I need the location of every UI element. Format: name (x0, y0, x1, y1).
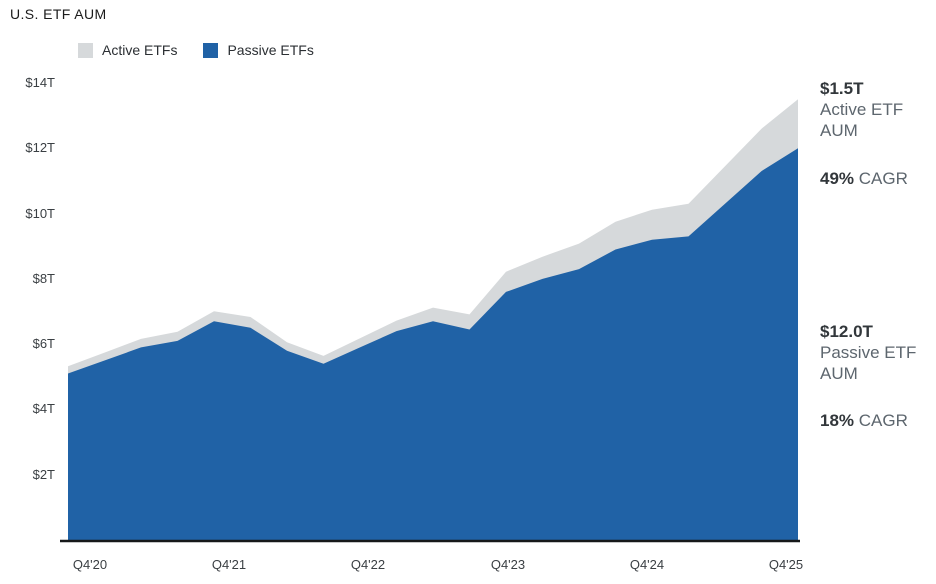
passive-aum-label-line1: Passive ETF (820, 343, 917, 362)
chart-legend: Active ETFs Passive ETFs (78, 41, 330, 59)
active-cagr-value: 49% (820, 169, 855, 188)
passive-aum-value: $12.0T (820, 322, 873, 341)
active-aum-label-line1: Active ETF (820, 100, 904, 119)
x-axis-label: Q4'22 (350, 557, 386, 572)
active-aum-label-line2: AUM (820, 121, 858, 140)
active-etfs-swatch-icon (78, 42, 93, 58)
passive-area-polygon (68, 148, 798, 541)
y-axis-label: $10T (25, 206, 55, 221)
x-axis-label: Q4'21 (211, 557, 247, 572)
active-cagr: 49% CAGR (820, 168, 926, 189)
x-axis-label: Q4'25 (768, 557, 804, 572)
x-axis-label: Q4'24 (629, 557, 665, 572)
active-cagr-label: CAGR (854, 169, 908, 188)
y-axis-label: $6T (32, 336, 55, 351)
legend-label-passive: Passive ETFs (227, 42, 314, 58)
legend-item-passive: Passive ETFs (203, 42, 314, 58)
passive-cagr-value: 18% (820, 411, 855, 430)
passive-cagr: 18% CAGR (820, 410, 926, 431)
y-axis-label: $2T (32, 467, 55, 482)
passive-aum-label-line2: AUM (820, 364, 858, 383)
x-axis-label: Q4'20 (72, 557, 108, 572)
y-axis-label: $8T (32, 271, 55, 286)
legend-item-active: Active ETFs (78, 42, 177, 58)
annotation-passive-aum: $12.0T Passive ETF AUM 18% CAGR (820, 321, 926, 431)
legend-label-active: Active ETFs (102, 42, 178, 58)
y-axis-label: $14T (25, 75, 55, 90)
passive-etfs-swatch-icon (203, 42, 219, 58)
active-aum-value: $1.5T (820, 79, 864, 98)
page-title: U.S. ETF AUM (10, 6, 107, 22)
passive-cagr-label: CAGR (854, 411, 908, 430)
annotation-active-aum: $1.5T Active ETF AUM 49% CAGR (820, 78, 926, 189)
y-axis-label: $12T (25, 140, 55, 155)
x-axis-label: Q4'23 (490, 557, 526, 572)
y-axis-label: $4T (32, 401, 55, 416)
